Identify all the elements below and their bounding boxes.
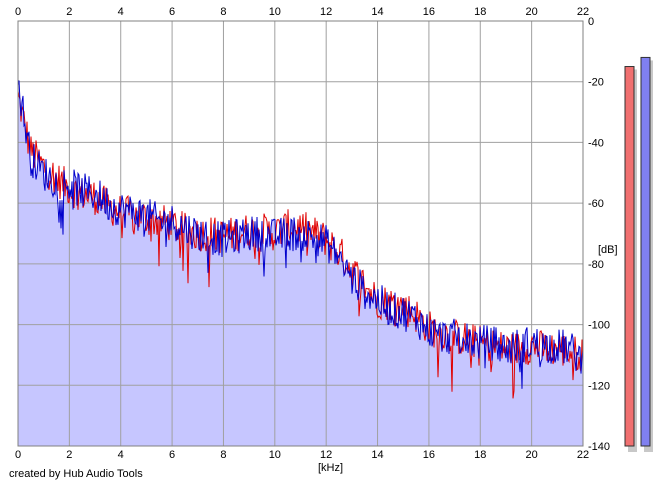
x-tick-label-top: 2 <box>66 6 72 18</box>
plot-frame <box>17 20 584 447</box>
x-tick-label-bottom: 14 <box>371 449 383 461</box>
x-tick-label-top: 22 <box>577 6 589 18</box>
series-line-blue <box>17 80 584 389</box>
x-axis-label: [kHz] <box>318 462 343 474</box>
y-tick-label: -40 <box>588 137 604 149</box>
spectrum-fill <box>18 80 583 446</box>
credit-text: created by Hub Audio Tools <box>9 468 143 480</box>
x-tick-label-bottom: 10 <box>269 449 281 461</box>
y-tick-label: -80 <box>588 259 604 271</box>
x-tick-label-bottom: 12 <box>320 449 332 461</box>
x-tick-label-bottom: 22 <box>577 449 589 461</box>
x-tick-label-top: 14 <box>371 6 383 18</box>
y-tick-label: -20 <box>588 77 604 89</box>
series-line-red <box>17 91 584 399</box>
y-tick-label: -120 <box>588 380 610 392</box>
y-tick-label: -60 <box>588 198 604 210</box>
x-tick-label-bottom: 2 <box>66 449 72 461</box>
x-tick-label-top: 0 <box>15 6 21 18</box>
x-tick-label-bottom: 6 <box>169 449 175 461</box>
x-tick-label-top: 6 <box>169 6 175 18</box>
y-tick-label: -100 <box>588 320 610 332</box>
x-tick-label-top: 16 <box>423 6 435 18</box>
x-tick-label-bottom: 8 <box>220 449 226 461</box>
x-tick-label-top: 18 <box>474 6 486 18</box>
x-tick-label-bottom: 20 <box>526 449 538 461</box>
y-axis-label: [dB] <box>598 244 618 256</box>
y-tick-label: 0 <box>588 16 594 28</box>
x-tick-label-top: 8 <box>220 6 226 18</box>
x-tick-label-top: 4 <box>118 6 124 18</box>
x-tick-label-top: 10 <box>269 6 281 18</box>
y-tick-label: -140 <box>588 441 610 453</box>
x-tick-label-top: 12 <box>320 6 332 18</box>
x-tick-label-bottom: 16 <box>423 449 435 461</box>
level-meter-bar <box>640 56 651 447</box>
level-meter-bar <box>624 66 635 447</box>
x-tick-label-top: 20 <box>526 6 538 18</box>
x-tick-label-bottom: 18 <box>474 449 486 461</box>
x-tick-label-bottom: 0 <box>15 449 21 461</box>
x-tick-label-bottom: 4 <box>118 449 124 461</box>
